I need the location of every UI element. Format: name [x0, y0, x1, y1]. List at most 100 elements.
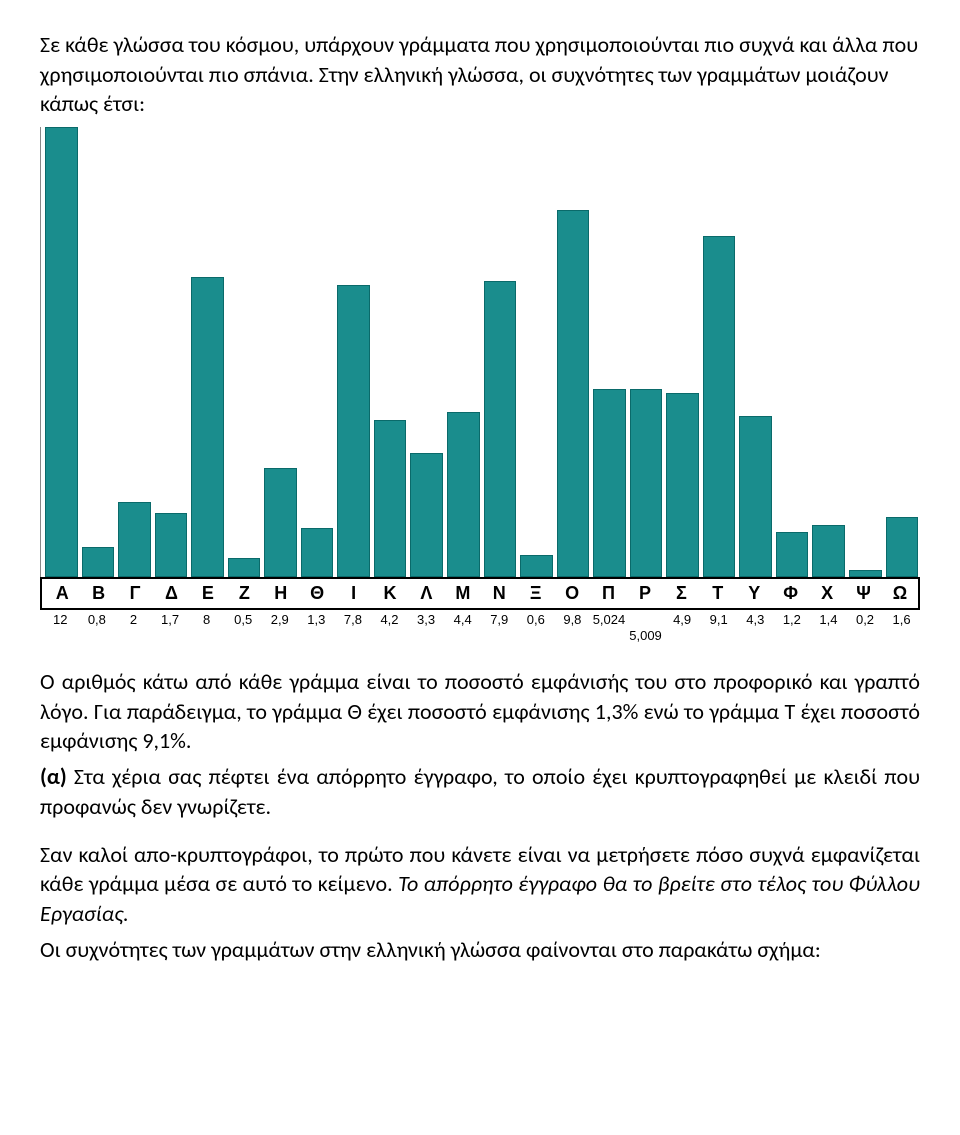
bar-rect: [447, 412, 480, 577]
chart-bar: [701, 127, 738, 577]
chart-value-labels: 120,821,780,52,91,37,84,23,34,47,90,69,8…: [40, 612, 920, 627]
chart-bar: [445, 127, 482, 577]
letter-label: Ω: [882, 579, 918, 608]
chart-bar: [116, 127, 153, 577]
bar-rect: [410, 453, 443, 577]
bar-rect: [849, 570, 882, 578]
value-label: 5,024: [591, 612, 628, 627]
bar-rect: [374, 420, 407, 578]
value-label: 8: [188, 612, 225, 627]
chart-bar: [80, 127, 117, 577]
letter-label: Η: [263, 579, 299, 608]
value-label: 4,2: [371, 612, 408, 627]
chart-letter-labels: ΑΒΓΔΕΖΗΘΙΚΛΜΝΞΟΠΡΣΤΥΦΧΨΩ: [40, 577, 920, 610]
letter-label: Π: [590, 579, 626, 608]
bar-rect: [593, 389, 626, 577]
chart-bar: [737, 127, 774, 577]
letter-label: Κ: [372, 579, 408, 608]
chart-bar: [884, 127, 921, 577]
intro-paragraph: Σε κάθε γλώσσα του κόσμου, υπάρχουν γράμ…: [40, 30, 920, 119]
bar-rect: [812, 525, 845, 578]
bar-rect: [484, 281, 517, 577]
question-a-text: Στα χέρια σας πέφτει ένα απόρρητο έγγραφ…: [40, 763, 920, 820]
value-label: 1,7: [152, 612, 189, 627]
value-label: 7,9: [481, 612, 518, 627]
letter-label: Ν: [481, 579, 517, 608]
bar-rect: [264, 468, 297, 577]
value-label: 2,9: [261, 612, 298, 627]
chart-bar: [774, 127, 811, 577]
chart-bar: [664, 127, 701, 577]
letter-label: Δ: [153, 579, 189, 608]
bar-rect: [666, 393, 699, 577]
chart-bar: [810, 127, 847, 577]
value-label: 0,6: [518, 612, 555, 627]
letter-label: Φ: [772, 579, 808, 608]
chart-bar: [226, 127, 263, 577]
bar-rect: [337, 285, 370, 578]
chart-bar: [408, 127, 445, 577]
bar-rect: [739, 416, 772, 577]
value-label: 2: [115, 612, 152, 627]
chart-bar: [518, 127, 555, 577]
letter-label: Τ: [700, 579, 736, 608]
letter-label: Υ: [736, 579, 772, 608]
letter-label: Ξ: [517, 579, 553, 608]
bar-rect: [82, 547, 115, 577]
bar-rect: [45, 127, 78, 577]
letter-label: Γ: [117, 579, 153, 608]
chart-bar: [299, 127, 336, 577]
letter-label: Λ: [408, 579, 444, 608]
letter-label: Α: [44, 579, 80, 608]
letter-label: Ψ: [845, 579, 881, 608]
value-label: 9,1: [700, 612, 737, 627]
value-label: 1,3: [298, 612, 335, 627]
bar-rect: [776, 532, 809, 577]
value-label: 4,3: [737, 612, 774, 627]
chart-bar: [189, 127, 226, 577]
frequencies-lead-paragraph: Οι συχνότητες των γραμμάτων στην ελληνικ…: [40, 935, 920, 965]
value-label: 0,5: [225, 612, 262, 627]
value-label: 1,4: [810, 612, 847, 627]
chart-bar: [591, 127, 628, 577]
bar-rect: [886, 517, 919, 577]
value-label: 0,2: [847, 612, 884, 627]
letter-label: Θ: [299, 579, 335, 608]
chart-bar: [43, 127, 80, 577]
value-label: 5,009: [627, 612, 664, 627]
letter-label: Ε: [190, 579, 226, 608]
value-label: 3,3: [408, 612, 445, 627]
explanation-paragraph: Ο αριθμός κάτω από κάθε γράμμα είναι το …: [40, 667, 920, 756]
letter-frequency-chart: ΑΒΓΔΕΖΗΘΙΚΛΜΝΞΟΠΡΣΤΥΦΧΨΩ 120,821,780,52,…: [40, 127, 920, 627]
chart-bar: [628, 127, 665, 577]
value-label: 1,2: [774, 612, 811, 627]
letter-label: Ο: [554, 579, 590, 608]
instruction-paragraph: Σαν καλοί απο-κρυπτογράφοι, το πρώτο που…: [40, 840, 920, 929]
value-label: 1,6: [883, 612, 920, 627]
bar-rect: [191, 277, 224, 577]
question-a-label: (α): [40, 763, 67, 790]
letter-label: Ρ: [627, 579, 663, 608]
chart-bar: [482, 127, 519, 577]
question-a-paragraph: (α) Στα χέρια σας πέφτει ένα απόρρητο έγ…: [40, 762, 920, 821]
value-label: 0,8: [79, 612, 116, 627]
value-label: 7,8: [335, 612, 372, 627]
chart-bar: [262, 127, 299, 577]
value-label: 12: [42, 612, 79, 627]
letter-label: Ζ: [226, 579, 262, 608]
bar-rect: [520, 555, 553, 578]
bar-rect: [118, 502, 151, 577]
bar-rect: [301, 528, 334, 577]
chart-bar: [335, 127, 372, 577]
letter-label: Ι: [335, 579, 371, 608]
chart-bar: [372, 127, 409, 577]
bar-rect: [228, 558, 261, 577]
letter-label: Β: [80, 579, 116, 608]
bar-rect: [703, 236, 736, 577]
letter-label: Μ: [445, 579, 481, 608]
chart-bars-area: [40, 127, 920, 577]
chart-bar: [153, 127, 190, 577]
letter-label: Σ: [663, 579, 699, 608]
letter-label: Χ: [809, 579, 845, 608]
chart-bar: [555, 127, 592, 577]
